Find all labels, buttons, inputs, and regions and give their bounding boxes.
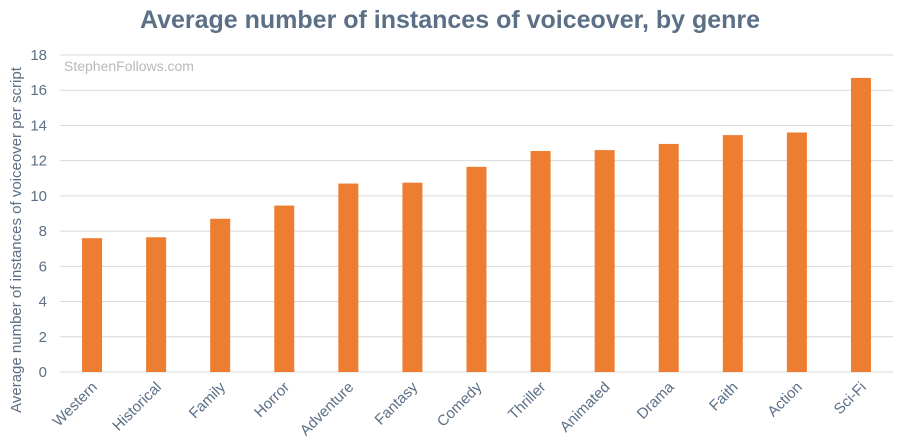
x-tick-label: Historical bbox=[109, 379, 165, 435]
bar-comedy bbox=[466, 166, 487, 372]
bar-horror bbox=[274, 205, 295, 372]
y-axis-ticks: 0 2 4 6 8 10 12 14 16 18 bbox=[30, 47, 47, 381]
bar-drama bbox=[658, 143, 679, 372]
y-tick-label: 2 bbox=[39, 329, 47, 346]
chart-title: Average number of instances of voiceover… bbox=[140, 6, 760, 34]
x-tick-label: Adventure bbox=[297, 379, 357, 439]
x-tick-label: Thriller bbox=[505, 379, 549, 423]
x-tick-label: Drama bbox=[634, 378, 678, 422]
x-tick-label: Horror bbox=[251, 379, 293, 421]
y-tick-label: 16 bbox=[30, 82, 47, 99]
bars bbox=[82, 77, 871, 373]
bar-western bbox=[82, 238, 103, 372]
watermark-text: StephenFollows.com bbox=[64, 58, 194, 74]
bar-animated bbox=[594, 150, 615, 372]
y-tick-label: 8 bbox=[39, 223, 47, 240]
bar-fantasy bbox=[402, 182, 423, 372]
y-tick-label: 0 bbox=[39, 364, 47, 381]
y-tick-label: 12 bbox=[30, 153, 47, 170]
y-tick-label: 6 bbox=[39, 258, 47, 275]
y-tick-label: 14 bbox=[30, 117, 47, 134]
y-tick-label: 18 bbox=[30, 47, 47, 64]
x-axis-ticks: Western Historical Family Horror Adventure Fa… bbox=[50, 378, 870, 439]
y-tick-label: 4 bbox=[39, 294, 47, 311]
bar-family bbox=[210, 218, 231, 372]
x-tick-label: Western bbox=[50, 379, 101, 430]
y-axis-label: Average number of instances of voiceover… bbox=[8, 66, 25, 413]
y-tick-label: 10 bbox=[30, 188, 47, 205]
bar-thriller bbox=[530, 150, 551, 372]
x-tick-label: Action bbox=[764, 379, 806, 421]
bar-historical bbox=[146, 237, 167, 372]
bar-adventure bbox=[338, 183, 359, 372]
x-tick-label: Family bbox=[186, 378, 230, 422]
x-tick-label: Animated bbox=[557, 379, 614, 436]
x-tick-label: Sci-Fi bbox=[831, 379, 870, 418]
x-tick-label: Fantasy bbox=[371, 378, 421, 428]
x-tick-label: Comedy bbox=[434, 378, 486, 430]
x-tick-label: Faith bbox=[706, 379, 742, 415]
bar-sci-fi bbox=[850, 77, 871, 373]
bar-faith bbox=[722, 135, 743, 372]
bar-action bbox=[786, 132, 807, 372]
